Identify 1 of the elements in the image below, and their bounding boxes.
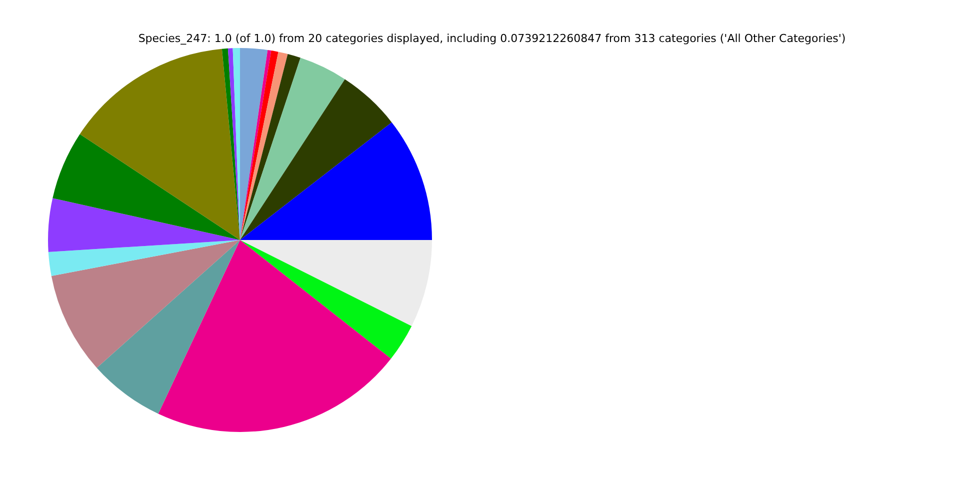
text: Species_247: 1.0 (of 1.0) from 20 categories displayed, including 0.0739212260847 from 313 categories ('All Other Categories') [138,32,846,45]
